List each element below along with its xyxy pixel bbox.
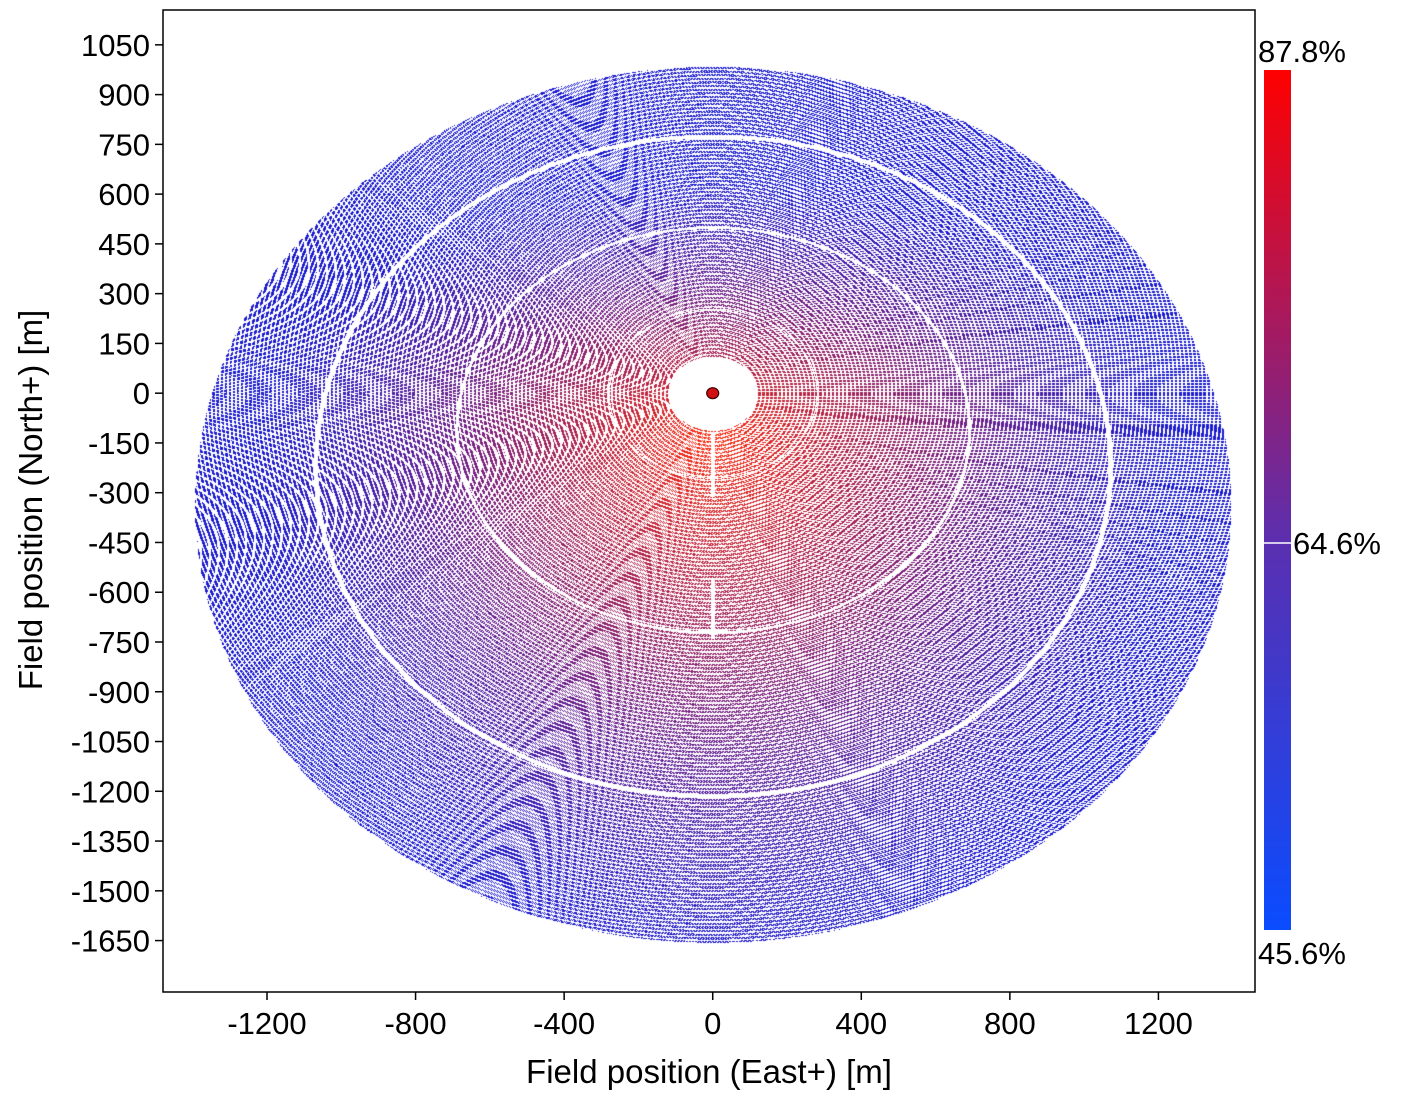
- y-tick-label: -750: [88, 625, 150, 660]
- y-tick-label: -450: [88, 525, 150, 560]
- x-axis: -1200 -800 -400 0 400 800 1200: [227, 992, 1193, 1041]
- colorbar-gradient: [1264, 70, 1291, 930]
- tower-marker: [706, 387, 720, 400]
- heliostat-efficiency-map: [163, 10, 1255, 992]
- y-tick-label: 900: [98, 78, 150, 113]
- y-tick-label: -1500: [71, 874, 150, 909]
- colorbar-min-label: 45.6%: [1258, 936, 1346, 971]
- x-tick-label: 1200: [1124, 1006, 1193, 1041]
- x-tick-label: -800: [385, 1006, 447, 1041]
- y-tick-label: -600: [88, 575, 150, 610]
- y-tick-label: 300: [98, 277, 150, 312]
- y-axis-title: Field position (North+) [m]: [12, 310, 49, 691]
- colorbar: 87.8% 64.6% 45.6%: [1258, 34, 1381, 971]
- y-tick-label: -300: [88, 476, 150, 511]
- y-tick-label: -1200: [71, 774, 150, 809]
- colorbar-mid-label: 64.6%: [1293, 526, 1381, 561]
- y-tick-label: -900: [88, 675, 150, 710]
- y-tick-label: -1350: [71, 824, 150, 859]
- y-tick-label: 600: [98, 177, 150, 212]
- x-tick-label: -400: [533, 1006, 595, 1041]
- heliostat-field: [163, 10, 1255, 992]
- colorbar-max-label: 87.8%: [1258, 34, 1346, 69]
- x-tick-label: 400: [835, 1006, 887, 1041]
- y-tick-label: 150: [98, 326, 150, 361]
- plot-frame: [162, 9, 1256, 993]
- y-tick-label: -1050: [71, 725, 150, 760]
- y-tick-label: 0: [133, 376, 150, 411]
- x-axis-title: Field position (East+) [m]: [526, 1053, 892, 1090]
- x-tick-label: -1200: [227, 1006, 306, 1041]
- y-tick-label: -150: [88, 426, 150, 461]
- y-tick-label: 450: [98, 227, 150, 262]
- y-tick-label: 1050: [81, 28, 150, 63]
- x-tick-label: 0: [704, 1006, 721, 1041]
- y-tick-label: -1650: [71, 924, 150, 959]
- y-axis: 1050 900 750 600 450 300 150 0 -150 -300 -450 -600 -…: [71, 28, 163, 959]
- x-tick-label: 800: [984, 1006, 1036, 1041]
- y-tick-label: 750: [98, 127, 150, 162]
